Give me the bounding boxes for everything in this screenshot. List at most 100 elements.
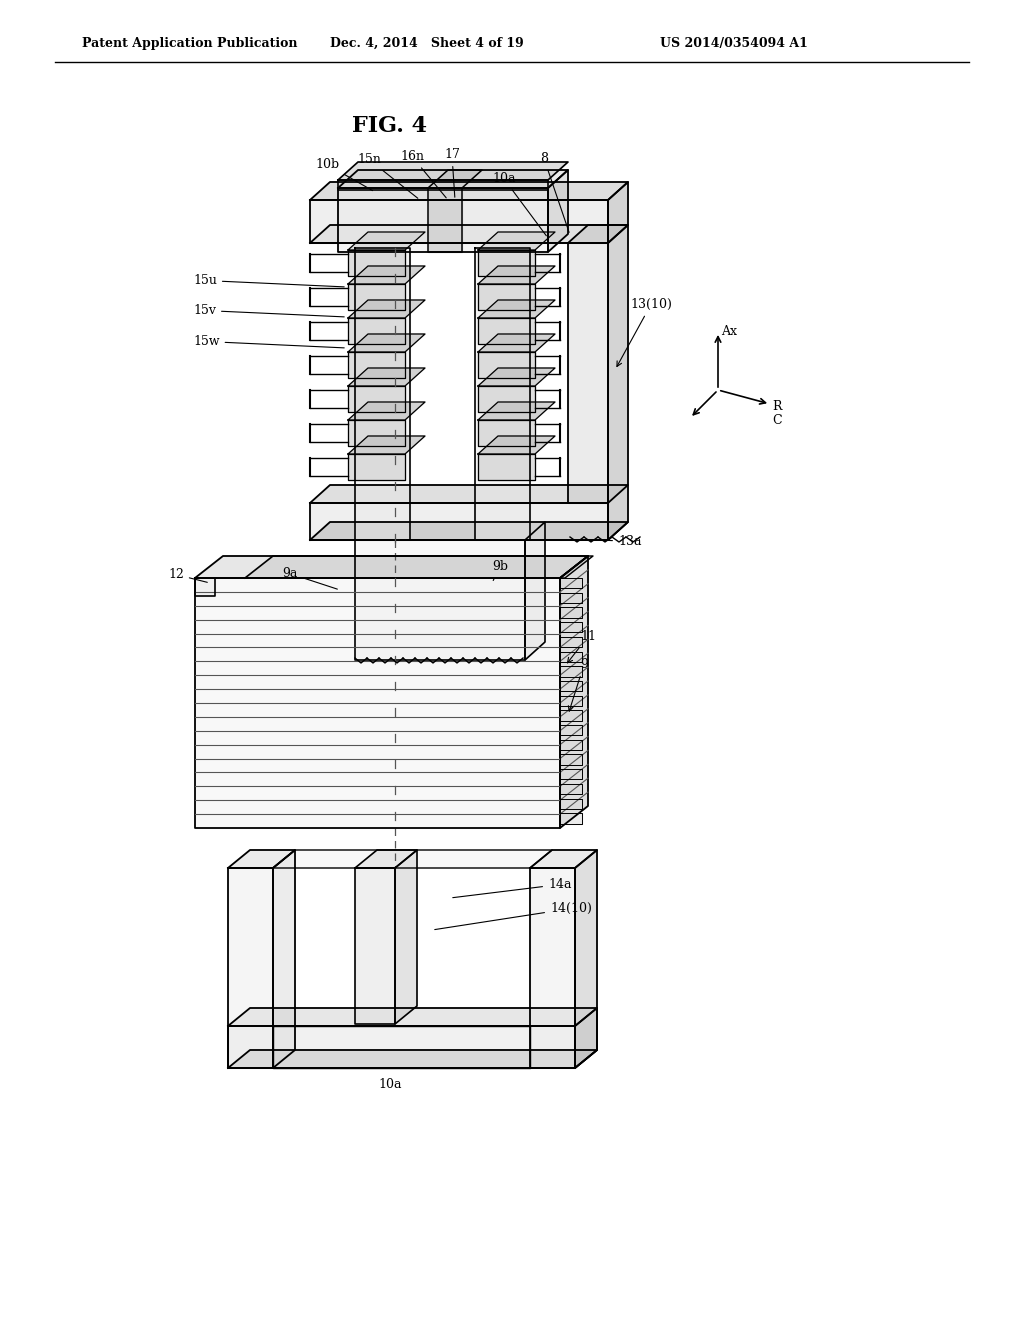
Polygon shape (568, 224, 628, 243)
Text: R: R (772, 400, 781, 413)
Polygon shape (348, 403, 425, 420)
Text: 14(10): 14(10) (435, 902, 592, 929)
Polygon shape (428, 187, 462, 252)
Polygon shape (560, 710, 582, 721)
Polygon shape (478, 454, 535, 480)
Polygon shape (530, 869, 575, 1068)
Polygon shape (560, 556, 593, 578)
Polygon shape (348, 368, 425, 385)
Polygon shape (348, 284, 406, 310)
Polygon shape (310, 224, 628, 243)
Polygon shape (475, 248, 530, 540)
Polygon shape (338, 187, 548, 252)
Polygon shape (560, 725, 582, 735)
Polygon shape (228, 1026, 575, 1068)
Polygon shape (273, 1026, 530, 1068)
Polygon shape (560, 799, 582, 809)
Polygon shape (348, 318, 406, 345)
Polygon shape (310, 503, 608, 540)
Polygon shape (355, 540, 525, 660)
Text: 10a: 10a (378, 1078, 401, 1092)
Polygon shape (348, 232, 425, 249)
Polygon shape (273, 850, 552, 869)
Polygon shape (228, 850, 295, 869)
Polygon shape (560, 556, 588, 828)
Polygon shape (228, 869, 273, 1068)
Polygon shape (310, 201, 608, 243)
Polygon shape (560, 770, 582, 780)
Text: FIG. 4: FIG. 4 (352, 115, 427, 137)
Text: C: C (772, 414, 781, 426)
Polygon shape (428, 170, 482, 187)
Text: 10a: 10a (492, 172, 547, 236)
Text: 13a: 13a (603, 535, 641, 548)
Polygon shape (228, 1049, 597, 1068)
Polygon shape (608, 182, 628, 540)
Polygon shape (338, 170, 568, 187)
Text: 10b: 10b (315, 158, 373, 190)
Polygon shape (560, 755, 582, 764)
Polygon shape (478, 385, 535, 412)
Text: 15w: 15w (193, 335, 344, 348)
Text: 11: 11 (567, 630, 596, 663)
Text: 9: 9 (568, 657, 588, 711)
Polygon shape (348, 436, 425, 454)
Polygon shape (195, 578, 215, 597)
Polygon shape (310, 484, 628, 503)
Text: 15n: 15n (357, 153, 418, 198)
Polygon shape (478, 436, 555, 454)
Polygon shape (395, 850, 417, 1024)
Text: 13(10): 13(10) (616, 298, 672, 367)
Polygon shape (338, 162, 568, 180)
Text: US 2014/0354094 A1: US 2014/0354094 A1 (660, 37, 808, 50)
Polygon shape (348, 352, 406, 378)
Polygon shape (560, 667, 582, 677)
Polygon shape (560, 739, 582, 750)
Text: 16n: 16n (400, 150, 446, 198)
Text: Patent Application Publication: Patent Application Publication (82, 37, 298, 50)
Polygon shape (348, 334, 425, 352)
Polygon shape (560, 681, 582, 692)
Polygon shape (273, 850, 295, 1068)
Polygon shape (310, 521, 628, 540)
Polygon shape (575, 1008, 597, 1068)
Polygon shape (195, 556, 588, 578)
Polygon shape (560, 696, 582, 706)
Polygon shape (560, 652, 582, 661)
Polygon shape (568, 243, 608, 503)
Polygon shape (348, 420, 406, 446)
Polygon shape (478, 232, 555, 249)
Text: 9a: 9a (282, 568, 337, 589)
Text: 9b: 9b (492, 560, 508, 581)
Polygon shape (478, 300, 555, 318)
Text: 12: 12 (168, 568, 207, 582)
Polygon shape (478, 249, 535, 276)
Polygon shape (478, 267, 555, 284)
Polygon shape (478, 403, 555, 420)
Polygon shape (195, 578, 560, 828)
Polygon shape (478, 284, 535, 310)
Polygon shape (530, 850, 597, 869)
Polygon shape (548, 170, 568, 252)
Polygon shape (560, 622, 582, 632)
Polygon shape (525, 521, 545, 660)
Polygon shape (348, 249, 406, 276)
Polygon shape (560, 784, 582, 795)
Polygon shape (560, 607, 582, 618)
Text: Dec. 4, 2014   Sheet 4 of 19: Dec. 4, 2014 Sheet 4 of 19 (330, 37, 523, 50)
Polygon shape (310, 182, 628, 201)
Polygon shape (355, 850, 417, 869)
Polygon shape (478, 368, 555, 385)
Text: 15u: 15u (193, 275, 344, 286)
Text: Ax: Ax (721, 325, 737, 338)
Polygon shape (348, 300, 425, 318)
Polygon shape (560, 636, 582, 647)
Polygon shape (478, 318, 535, 345)
Polygon shape (560, 813, 582, 824)
Polygon shape (478, 420, 535, 446)
Polygon shape (355, 869, 395, 1024)
Polygon shape (478, 334, 555, 352)
Polygon shape (348, 454, 406, 480)
Polygon shape (228, 1008, 597, 1026)
Text: 8: 8 (540, 152, 569, 232)
